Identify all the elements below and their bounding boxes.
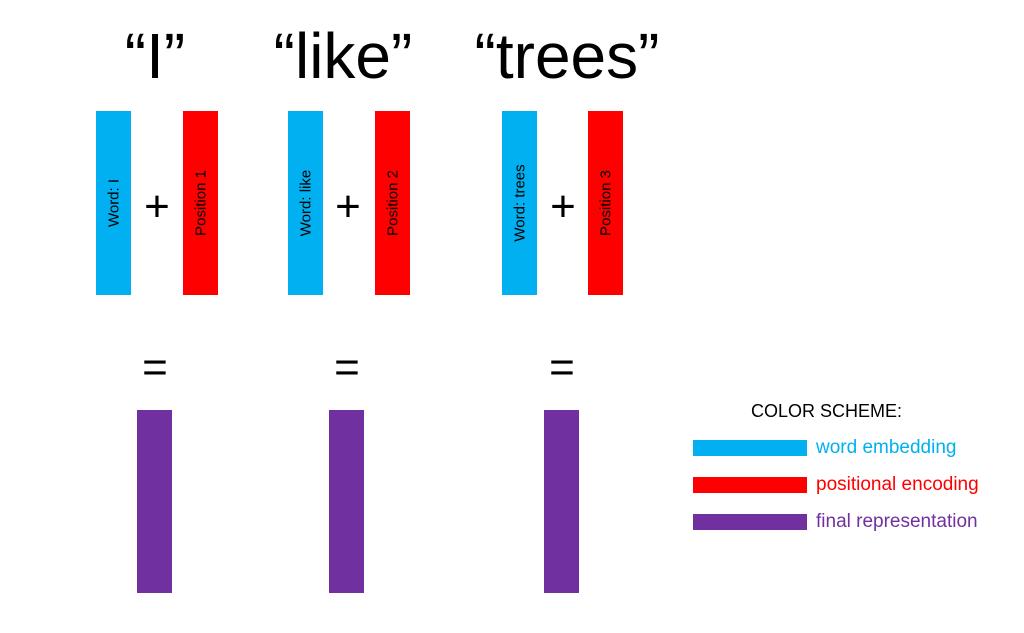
equals-sign-i: = <box>142 343 168 392</box>
equals-sign-trees: = <box>549 343 575 392</box>
word-embedding-bar-trees: Word: trees <box>502 111 537 295</box>
positional-encoding-bar-3: Position 3 <box>588 111 623 295</box>
word-embedding-label-like: Word: like <box>297 169 314 237</box>
positional-encoding-label-2: Position 2 <box>384 170 401 236</box>
equals-sign-like: = <box>334 343 360 392</box>
legend-label-positional-encoding: positional encoding <box>816 474 979 495</box>
positional-encoding-bar-2: Position 2 <box>375 111 410 295</box>
legend-label-final-representation: final representation <box>816 511 978 532</box>
legend-swatch-final-representation <box>693 514 807 530</box>
word-embedding-label-trees: Word: trees <box>511 164 528 242</box>
word-embedding-bar-i: Word: I <box>96 111 131 295</box>
plus-sign-trees: + <box>550 182 576 231</box>
plus-sign-i: + <box>144 182 170 231</box>
legend-label-word-embedding: word embedding <box>816 437 957 458</box>
word-embedding-label-i: Word: I <box>105 178 122 228</box>
word-embedding-bar-like: Word: like <box>288 111 323 295</box>
legend-title: COLOR SCHEME: <box>751 401 903 421</box>
final-representation-bar-trees <box>544 410 579 593</box>
positional-encoding-label-1: Position 1 <box>192 170 209 236</box>
positional-encoding-label-3: Position 3 <box>597 170 614 236</box>
legend-swatch-word-embedding <box>693 440 807 456</box>
plus-sign-like: + <box>335 182 361 231</box>
positional-encoding-bar-1: Position 1 <box>183 111 218 295</box>
word-title-i: “I” <box>124 20 186 92</box>
word-title-like: “like” <box>273 20 413 92</box>
legend-swatch-positional-encoding <box>693 477 807 493</box>
final-representation-bar-i <box>137 410 172 593</box>
word-title-trees: “trees” <box>474 20 660 92</box>
final-representation-bar-like <box>329 410 364 593</box>
